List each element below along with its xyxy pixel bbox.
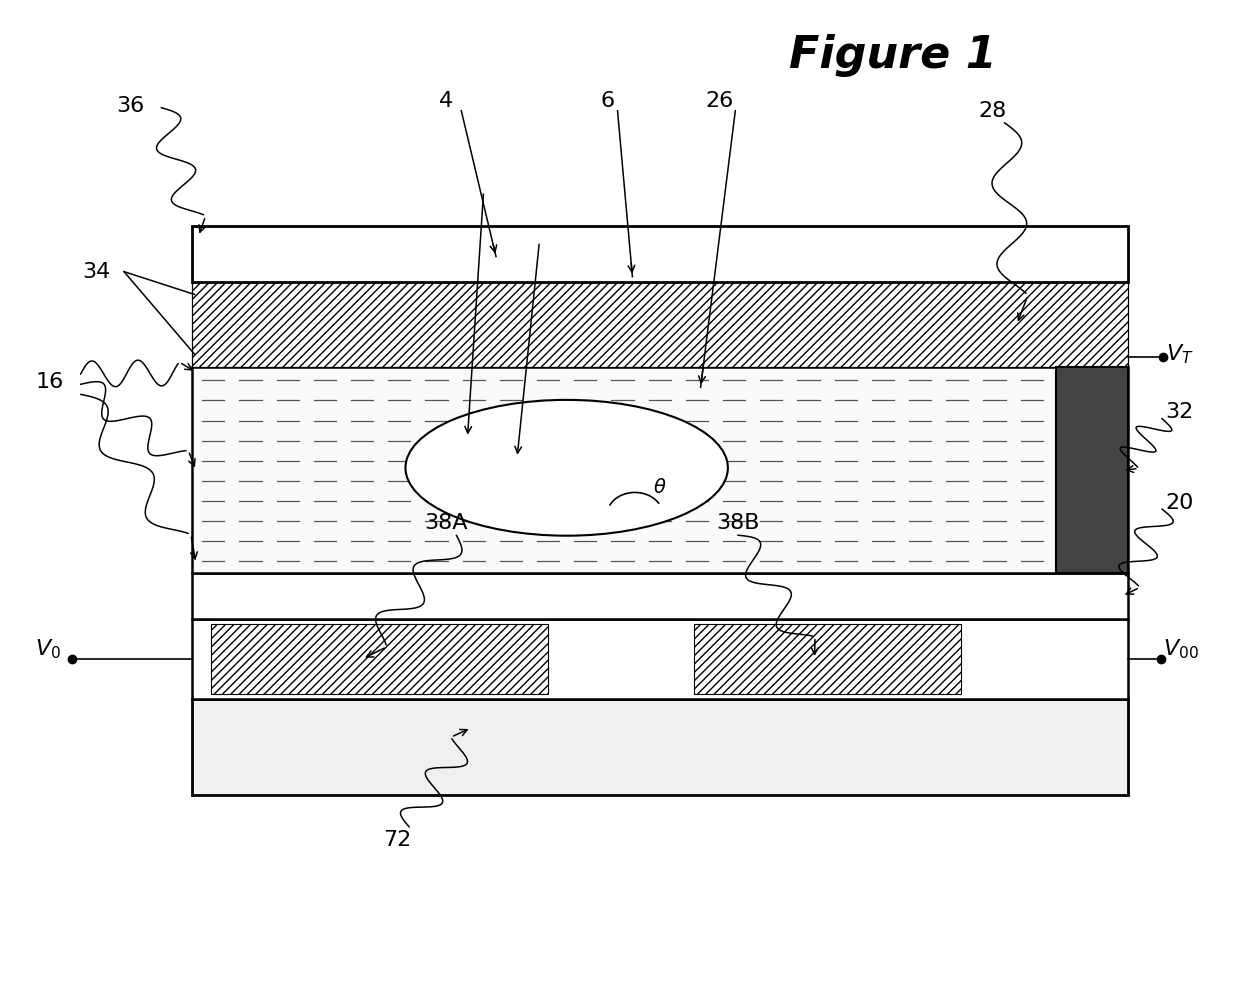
Bar (192, 367, 1128, 573)
Text: 72: 72 (383, 830, 410, 850)
Bar (192, 619, 1128, 699)
Bar (192, 282, 1128, 367)
Text: 36: 36 (117, 96, 144, 116)
Text: 20: 20 (1166, 493, 1194, 513)
Text: 38A: 38A (424, 513, 469, 533)
Text: 16: 16 (36, 372, 63, 392)
Bar (1056, 367, 1128, 573)
Text: 28: 28 (978, 101, 1006, 121)
Ellipse shape (405, 400, 728, 535)
Bar (211, 624, 548, 694)
Text: 32: 32 (1166, 402, 1194, 423)
Bar (192, 699, 1128, 795)
Text: 4: 4 (439, 91, 454, 111)
Text: $V_T$: $V_T$ (1166, 342, 1193, 366)
Bar (192, 573, 1128, 619)
Text: 34: 34 (83, 262, 110, 282)
Text: Figure 1: Figure 1 (789, 34, 997, 76)
Text: $V_{00}$: $V_{00}$ (1163, 637, 1199, 661)
Bar (192, 226, 1128, 282)
Text: 6: 6 (600, 91, 615, 111)
Bar (694, 624, 961, 694)
Text: 26: 26 (706, 91, 733, 111)
Text: $\theta$: $\theta$ (653, 478, 667, 497)
Text: $V_0$: $V_0$ (35, 637, 61, 661)
Text: 38B: 38B (715, 513, 760, 533)
